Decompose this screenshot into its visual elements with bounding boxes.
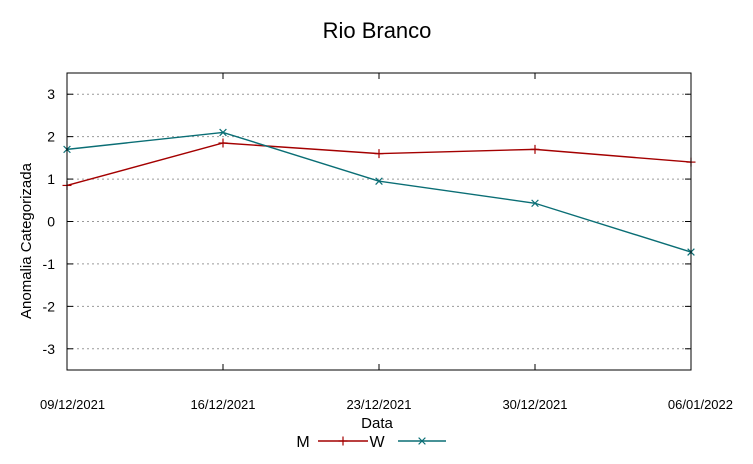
- axis-ticks: [66, 73, 692, 370]
- data-point-m: [374, 149, 384, 159]
- series-layer: [62, 128, 696, 256]
- y-tick-label: 1: [47, 171, 55, 187]
- legend-marker-w: [418, 437, 426, 445]
- data-point-w: [531, 199, 539, 208]
- plot-frame: [66, 72, 692, 371]
- x-axis-label: Data: [361, 415, 393, 432]
- x-tick-label: 09/12/2021: [40, 397, 105, 412]
- legend-label-w: W: [369, 434, 385, 451]
- data-point-w: [375, 177, 383, 185]
- y-tick-label: -3: [43, 341, 56, 357]
- y-tick-label: 3: [47, 86, 55, 102]
- y-tick-label: -2: [43, 298, 56, 314]
- x-tick-label: 16/12/2021: [190, 397, 255, 412]
- grid-lines: [67, 93, 691, 350]
- y-tick-label: 0: [47, 214, 55, 230]
- x-tick-label: 23/12/2021: [346, 397, 411, 412]
- legend-label-m: M: [296, 434, 309, 451]
- legend-marker-m: [338, 436, 348, 446]
- y-axis-label: Anomalia Categorizada: [18, 162, 35, 319]
- data-point-m: [218, 138, 228, 148]
- data-point-m: [530, 144, 540, 154]
- x-tick-label: 30/12/2021: [502, 397, 567, 412]
- data-point-w: [219, 128, 227, 137]
- x-tick-label: 06/01/2022: [668, 397, 733, 412]
- x-tick-labels: 09/12/2021 16/12/2021 23/12/2021 30/12/2021…: [40, 397, 733, 412]
- chart-title: Rio Branco: [323, 18, 432, 43]
- y-tick-labels: 3 2 1 0 -1 -2 -3: [43, 86, 56, 357]
- y-tick-label: -1: [43, 256, 56, 272]
- y-tick-label: 2: [47, 129, 55, 145]
